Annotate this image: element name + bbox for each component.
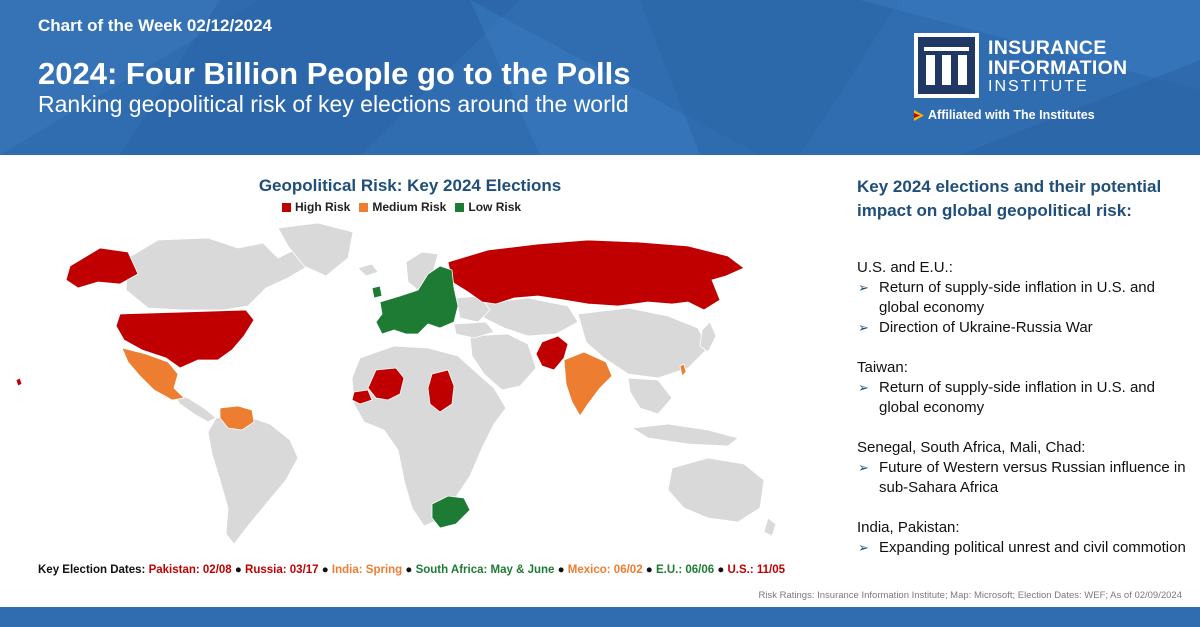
arrow-bullet-icon: ➢ [858, 320, 869, 335]
country-middle-east [469, 333, 537, 391]
country-south-america [207, 413, 299, 545]
bullet-text: Return of supply-side inflation in U.S. … [879, 279, 1155, 316]
page-title: 2024: Four Billion People go to the Poll… [38, 56, 631, 91]
election-date-india: India: Spring [331, 564, 403, 576]
region-eu [375, 265, 459, 335]
country-us [115, 309, 255, 369]
arrow-bullet-icon: ➢ [858, 380, 869, 395]
group-africa: Senegal, South Africa, Mali, Chad: ➢ Fut… [857, 438, 1187, 498]
bullet-text: Return of supply-side inflation in U.S. … [879, 379, 1155, 416]
legend-swatch-medium [359, 202, 369, 212]
country-south-africa [431, 495, 471, 529]
country-hawaii [15, 377, 23, 387]
country-pakistan [535, 335, 569, 371]
chart-legend: High Risk Medium Risk Low Risk [282, 199, 530, 215]
election-date-russia: Russia: 03/17 [245, 564, 319, 576]
country-iceland [357, 263, 379, 277]
group-us-eu: U.S. and E.U.: ➢ Return of supply-side i… [857, 258, 1187, 338]
country-ireland [371, 285, 383, 299]
country-mexico [121, 347, 185, 401]
country-indonesia [630, 423, 739, 447]
group-label: India, Pakistan: [857, 519, 960, 536]
country-chad [427, 369, 455, 413]
country-southeast-asia [627, 377, 673, 415]
election-date-us: U.S.: 11/05 [727, 564, 786, 576]
country-russia [447, 239, 745, 311]
arrow-bullet-icon: ➢ [858, 280, 869, 295]
header-banner: Chart of the Week 02/12/2024 2024: Four … [0, 0, 1200, 155]
footer-bar [0, 607, 1200, 627]
affiliation-text: Affiliated with The Institutes [928, 108, 1095, 122]
chart-of-the-week-label: Chart of the Week 02/12/2024 [38, 16, 273, 35]
country-venezuela [219, 405, 255, 431]
logo-text-line2: INFORMATION [988, 57, 1128, 79]
country-australia [667, 457, 765, 523]
election-date-mexico: Mexico: 06/02 [567, 564, 643, 576]
country-china [577, 307, 709, 379]
country-japan [699, 321, 717, 353]
panel-title: Key 2024 elections and their potential i… [857, 177, 1162, 220]
legend-label-low: Low Risk [468, 200, 522, 214]
separator-dot: ● [321, 564, 329, 576]
legend-item-low: Low Risk [455, 200, 521, 214]
election-date-south-africa: South Africa: May & June [415, 564, 555, 576]
world-map [15, 222, 777, 545]
arrow-bullet-icon: ➢ [858, 540, 869, 555]
country-canada [125, 237, 309, 311]
separator-dot: ● [645, 564, 653, 576]
country-central-america [170, 391, 217, 423]
group-label: Senegal, South Africa, Mali, Chad: [857, 439, 1086, 456]
institutes-mark-icon [914, 110, 924, 121]
country-turkey [453, 321, 495, 339]
logo-text-line3: INSTITUTE [988, 78, 1089, 95]
legend-item-medium: Medium Risk [359, 200, 446, 214]
bullet-item: ➢ Return of supply-side inflation in U.S… [857, 278, 1187, 318]
group-label: Taiwan: [857, 359, 908, 376]
election-date-eu: E.U.: 06/06 [655, 564, 715, 576]
country-taiwan [679, 363, 687, 377]
bullet-text: Future of Western versus Russian influen… [879, 459, 1186, 496]
election-dates-label: Key Election Dates: [38, 564, 146, 576]
group-label: U.S. and E.U.: [857, 259, 953, 276]
iii-logo-icon [914, 33, 979, 98]
chart-title: Geopolitical Risk: Key 2024 Elections [258, 176, 562, 195]
separator-dot: ● [557, 564, 565, 576]
legend-label-medium: Medium Risk [372, 200, 447, 214]
election-date-pakistan: Pakistan: 02/08 [148, 564, 232, 576]
arrow-bullet-icon: ➢ [858, 460, 869, 475]
separator-dot: ● [405, 564, 413, 576]
legend-swatch-low [455, 202, 465, 212]
bullet-item: ➢ Expanding political unrest and civil c… [857, 538, 1187, 558]
group-india-pakistan: India, Pakistan: ➢ Expanding political u… [857, 518, 1187, 558]
legend-label-high: High Risk [295, 200, 351, 214]
separator-dot: ● [717, 564, 725, 576]
page-subtitle: Ranking geopolitical risk of key electio… [38, 91, 629, 117]
country-central-asia [477, 297, 579, 337]
source-note: Risk Ratings: Insurance Information Inst… [758, 590, 1182, 601]
logo-text-line1: INSURANCE [988, 37, 1107, 59]
country-mali [367, 367, 405, 401]
country-senegal [351, 389, 373, 405]
bullet-item: ➢ Direction of Ukraine-Russia War [857, 318, 1187, 338]
separator-dot: ● [234, 564, 242, 576]
bullet-text: Expanding political unrest and civil com… [879, 539, 1186, 556]
impact-panel: U.S. and E.U.: ➢ Return of supply-side i… [857, 258, 1187, 578]
bullet-item: ➢ Return of supply-side inflation in U.S… [857, 378, 1187, 418]
banner-background [0, 0, 1200, 155]
legend-item-high: High Risk [282, 200, 350, 214]
country-alaska [65, 247, 139, 289]
country-greenland [277, 222, 354, 277]
country-india [563, 351, 613, 417]
election-dates: Key Election Dates: Pakistan: 02/08 ● Ru… [38, 564, 785, 576]
legend-swatch-high [282, 202, 291, 212]
group-taiwan: Taiwan: ➢ Return of supply-side inflatio… [857, 358, 1187, 418]
bullet-text: Direction of Ukraine-Russia War [879, 319, 1093, 336]
country-new-zealand [763, 517, 777, 537]
bullet-item: ➢ Future of Western versus Russian influ… [857, 458, 1187, 498]
